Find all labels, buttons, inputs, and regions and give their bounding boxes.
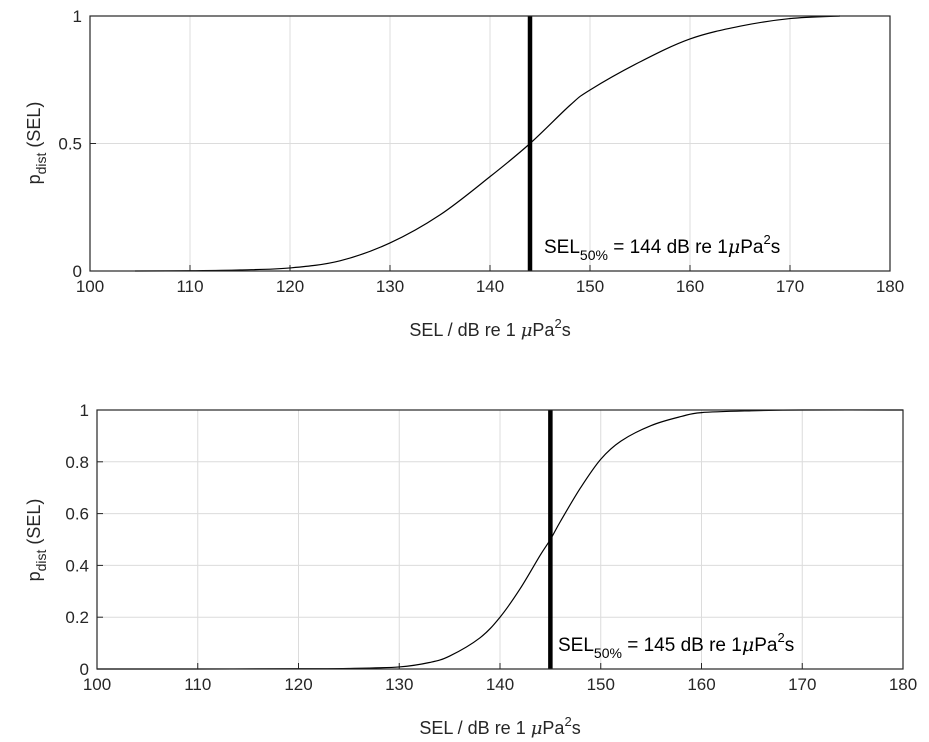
- x-tick-label: 160: [676, 277, 704, 296]
- x-tick-label: 120: [276, 277, 304, 296]
- top-y-tick-labels: 00.51: [58, 7, 82, 281]
- x-tick-label: 150: [587, 675, 615, 694]
- x-tick-label: 130: [376, 277, 404, 296]
- bottom-x-tick-labels: 100 110 120 130 140 150 160 170 180: [83, 675, 917, 694]
- x-tick-label: 140: [476, 277, 504, 296]
- y-tick-label: 0.6: [65, 505, 89, 524]
- x-tick-label: 170: [788, 675, 816, 694]
- bottom-x-axis-label: SEL / dB re 1 μPa2s: [419, 714, 580, 739]
- y-tick-label: 0: [73, 262, 82, 281]
- x-tick-label: 120: [284, 675, 312, 694]
- top-x-tick-labels: 100 110 120 130 140 150 160 170 180: [76, 277, 904, 296]
- top-x-axis-label: SEL / dB re 1 μPa2s: [409, 316, 570, 341]
- x-tick-label: 100: [83, 675, 111, 694]
- top-y-axis-label: pdist (SEL): [24, 102, 49, 185]
- top-sel50-annotation: SEL50% = 144 dB re 1μPa2s: [544, 232, 780, 263]
- x-tick-label: 130: [385, 675, 413, 694]
- x-tick-label: 100: [76, 277, 104, 296]
- x-tick-label: 110: [184, 675, 211, 694]
- y-tick-label: 0.5: [58, 135, 82, 154]
- x-tick-label: 110: [176, 277, 203, 296]
- y-tick-label: 0: [80, 660, 89, 679]
- y-tick-label: 1: [80, 401, 89, 420]
- top-chart: 100 110 120 130 140 150 160 170 180 00.51 SEL50%…: [24, 7, 904, 341]
- x-tick-label: 180: [876, 277, 904, 296]
- bottom-y-tick-labels: 0 0.2 0.4 0.6 0.8 1: [65, 401, 89, 679]
- x-tick-label: 180: [889, 675, 917, 694]
- x-tick-label: 170: [776, 277, 804, 296]
- x-tick-label: 150: [576, 277, 604, 296]
- y-tick-label: 1: [73, 7, 82, 26]
- bottom-sel50-annotation: SEL50% = 145 dB re 1μPa2s: [558, 630, 794, 661]
- top-plot-frame: [89, 15, 891, 272]
- y-tick-label: 0.8: [65, 453, 89, 472]
- top-series-line: [134, 15, 841, 272]
- bottom-plot-frame: [96, 409, 904, 670]
- x-tick-label: 160: [687, 675, 715, 694]
- y-tick-label: 0.4: [65, 556, 89, 575]
- bottom-chart: 100 110 120 130 140 150 160 170 180 0 0.2 0.4 0.6 0.…: [24, 401, 917, 739]
- y-tick-label: 0.2: [65, 608, 89, 627]
- bottom-y-axis-label: pdist (SEL): [24, 499, 49, 582]
- x-tick-label: 140: [486, 675, 514, 694]
